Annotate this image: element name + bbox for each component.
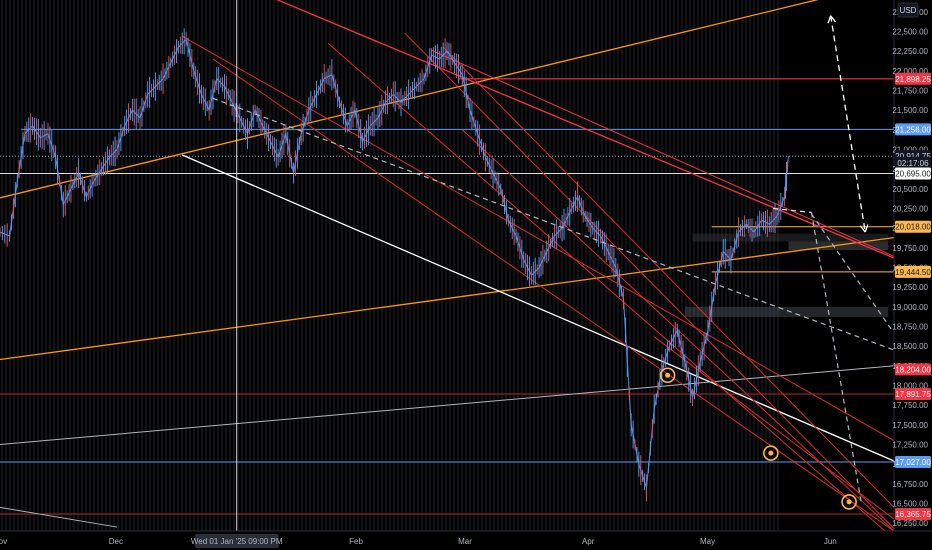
- price-tick-label: 21,750.00: [892, 86, 928, 95]
- price-tick-label: 17,250.00: [892, 440, 928, 449]
- trendline: [404, 32, 895, 529]
- trendline: [653, 336, 895, 520]
- price-tag-text: 16,365.75: [895, 510, 931, 519]
- price-tags: 21,898.25 21,256.00 20,914.7502:17:0620,69…: [895, 72, 931, 521]
- price-tag-box: [895, 167, 931, 180]
- price-tag-text: 17,891.75: [895, 390, 931, 399]
- projection-arrow: [830, 15, 866, 233]
- price-tick-label: 20,500.00: [892, 185, 928, 194]
- price-tick-label: 19,000.00: [892, 303, 928, 312]
- price-tag-box: [895, 387, 931, 400]
- trendlines-layer: [0, 0, 895, 540]
- price-tag-text: 19,444.50: [895, 268, 931, 277]
- price-tag-text: 20,695.00: [895, 169, 931, 178]
- trendline: [442, 46, 895, 508]
- dashed-projection-line: [810, 212, 862, 504]
- arrow-head: [830, 15, 837, 23]
- time-tick-label: Nov: [0, 537, 7, 546]
- price-tag-text: 20,018.00: [895, 223, 931, 232]
- crosshair-time-box: [194, 534, 279, 548]
- trendline: [0, 365, 895, 445]
- time-tick-label: Mar: [458, 537, 472, 546]
- horizontal-lines-layer: [0, 78, 894, 515]
- price-tick-label: 19,250.00: [892, 283, 928, 292]
- price-tick-label: 21,500.00: [892, 106, 928, 115]
- time-axis-labels: Nov Dec Feb Mar Apr May Jun: [0, 537, 837, 546]
- price-tick-label: 18,750.00: [892, 322, 928, 331]
- price-tag-box: [895, 156, 931, 169]
- trendline: [0, 0, 819, 199]
- price-tick-label: 17,500.00: [892, 421, 928, 430]
- time-tick-label: Feb: [349, 537, 363, 546]
- price-tick-label: 18,500.00: [892, 342, 928, 351]
- time-tick-label: Jun: [824, 537, 837, 546]
- series-layer: [0, 28, 790, 502]
- time-tick-label: May: [700, 537, 715, 546]
- price-tick-label: 16,750.00: [892, 480, 928, 489]
- trendline: [181, 154, 895, 462]
- price-tick-label: 22,000.00: [892, 67, 928, 76]
- zone-box: [684, 306, 889, 318]
- price-tick-label: 19,750.00: [892, 244, 928, 253]
- price-tick-label: 16,500.00: [892, 499, 928, 508]
- trendline: [182, 35, 895, 441]
- currency-badge[interactable]: USD: [897, 2, 919, 18]
- zone-box: [692, 233, 889, 242]
- price-tick-label: 22,250.00: [892, 47, 928, 56]
- price-tag-box: [895, 508, 931, 521]
- arrow-head: [864, 224, 869, 233]
- trendline: [212, 58, 895, 532]
- arrow-head: [827, 15, 832, 24]
- price-tag-text: 21,256.00: [895, 125, 931, 134]
- time-tick-label: Apr: [582, 537, 595, 546]
- price-tick-label: 20,250.00: [892, 204, 928, 213]
- dashed-projection-line: [811, 213, 893, 331]
- price-tag-box: [895, 72, 931, 85]
- price-tick-label: 22,500.00: [892, 27, 928, 36]
- price-tick-label: 16,250.00: [892, 519, 928, 528]
- highlight-circle: [659, 367, 676, 384]
- highlight-circle: [763, 445, 779, 461]
- price-tag-box: [895, 123, 931, 136]
- dashed-lines-layer: [212, 15, 895, 504]
- price-tick-label: 18,000.00: [892, 381, 928, 390]
- trendline: [0, 506, 118, 528]
- price-tick-label: 17,750.00: [892, 401, 928, 410]
- vertical-grid: [1, 0, 779, 531]
- highlight-dot: [846, 499, 852, 505]
- crosshair-time-text: Wed 01 Jan '25 09:00 PM: [191, 537, 283, 546]
- dashed-projection-line: [773, 207, 812, 213]
- price-tick-label: 21,000.00: [892, 145, 928, 154]
- highlight-dot: [768, 450, 774, 456]
- highlight-circle: [841, 494, 857, 510]
- currency-label: USD: [900, 6, 917, 15]
- arrow-head: [859, 225, 866, 233]
- time-tick-label: Dec: [109, 537, 123, 546]
- price-tag-text: 17,027.00: [895, 458, 931, 467]
- trendline: [276, 0, 895, 259]
- price-tag-box: [895, 220, 931, 233]
- price-tag-text: 20,914.75: [895, 152, 931, 161]
- price-tag-text: 02:17:06: [897, 159, 929, 168]
- price-tag-text: 18,204.00: [895, 365, 931, 374]
- zone-box: [788, 241, 889, 251]
- crosshair-time-label: Wed 01 Jan '25 09:00 PM: [191, 534, 283, 548]
- trendline: [327, 42, 895, 540]
- price-tag-box: [895, 363, 931, 376]
- highlight-dot: [665, 372, 671, 378]
- trendline: [0, 236, 895, 361]
- zones-layer: [684, 233, 889, 318]
- price-tag-box: [895, 265, 931, 278]
- price-tag-box: [895, 456, 931, 469]
- price-tag-text: 21,898.25: [895, 75, 931, 84]
- circles-layer: [659, 367, 857, 510]
- dashed-projection-line: [212, 97, 895, 351]
